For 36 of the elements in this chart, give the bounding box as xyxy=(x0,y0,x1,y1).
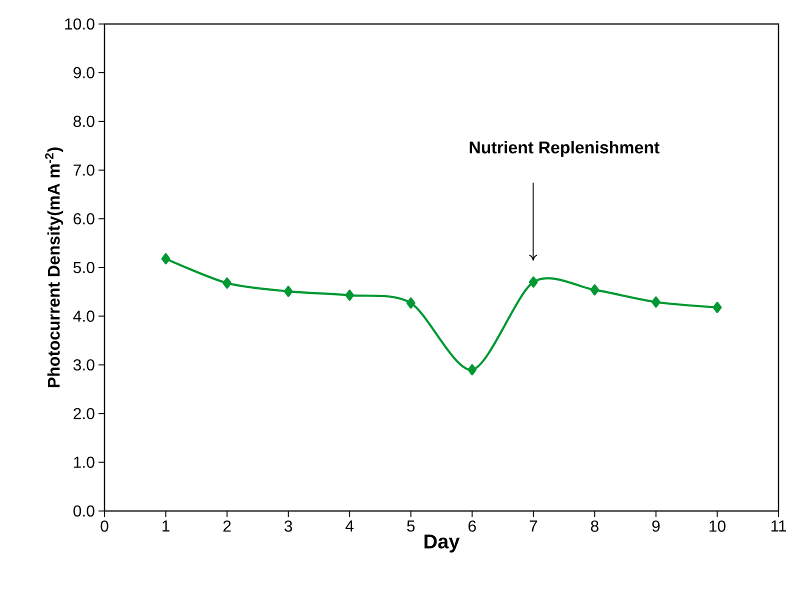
x-tick-label: 6 xyxy=(468,520,476,532)
point xyxy=(712,302,722,314)
x-tick-label: 9 xyxy=(652,520,660,532)
x-tick-label: 11 xyxy=(771,520,786,532)
point xyxy=(651,296,660,308)
x-tick-label: 5 xyxy=(407,520,415,532)
point xyxy=(345,290,354,301)
point xyxy=(468,364,477,376)
x-tick-label: 2 xyxy=(223,520,231,532)
y-tick-label: 6.0 xyxy=(74,213,94,224)
y-tick-label: 9.0 xyxy=(74,67,94,78)
y-tick-label: 0.0 xyxy=(73,505,94,517)
point xyxy=(590,284,600,296)
x-tick-label: 3 xyxy=(284,520,292,532)
x-tick-label: 1 xyxy=(162,520,170,532)
x-tick-label: 0 xyxy=(100,520,108,532)
y-axis-title: Photocurrent Density(mA m$^{-2}$) xyxy=(45,148,64,388)
point xyxy=(528,276,538,288)
y-tick-label: 3.0 xyxy=(73,359,94,371)
x-tick-label: 10 xyxy=(710,520,726,532)
point xyxy=(161,253,170,264)
point xyxy=(406,297,416,309)
point xyxy=(284,286,293,297)
point xyxy=(222,277,232,289)
y-tick-label: 5.0 xyxy=(73,262,94,274)
y-tick-label: 4.0 xyxy=(73,310,94,322)
y-tick-label: 7.0 xyxy=(74,164,94,176)
annotation: Nutrient Replenishment xyxy=(470,141,660,157)
x-tick-label: 7 xyxy=(530,520,538,532)
y-tick-label: 2.0 xyxy=(74,408,94,420)
y-tick-label: 10.0 xyxy=(65,18,94,30)
y-tick-label: 1.0 xyxy=(74,456,94,468)
x-axis-title: Day xyxy=(424,534,460,552)
x-tick-label: 8 xyxy=(590,520,598,532)
y-tick-label: 8.0 xyxy=(74,116,94,128)
x-tick-label: 4 xyxy=(346,520,354,532)
